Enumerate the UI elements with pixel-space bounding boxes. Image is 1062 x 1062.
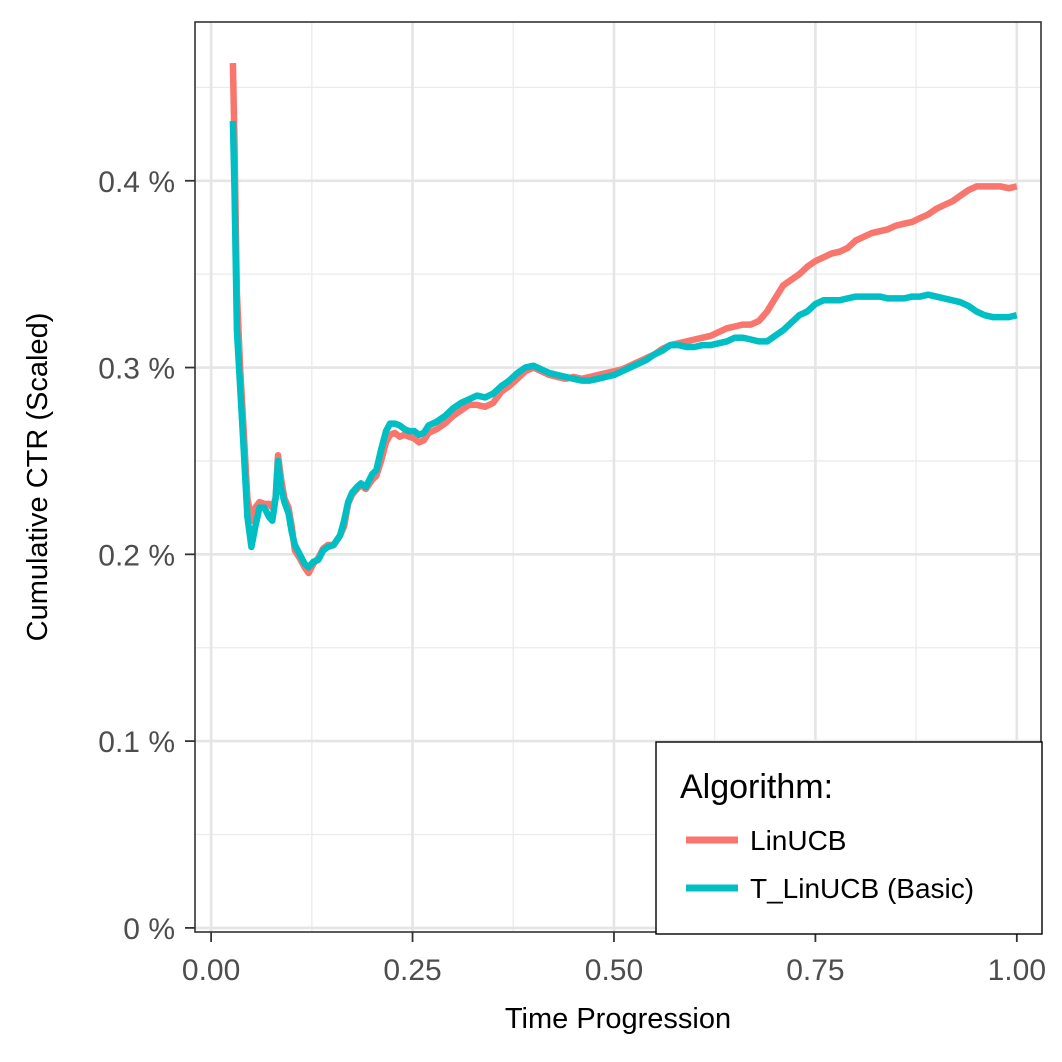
x-tick-label: 0.25 [383,954,441,987]
y-axis-title: Cumulative CTR (Scaled) [22,313,54,642]
series-layer [229,63,1018,577]
legend-label-linucb: LinUCB [750,825,846,856]
legend-title: Algorithm: [680,768,833,806]
panel-border [194,21,1042,933]
minor-gridlines [195,22,1041,932]
series-line-t-linucb-basic [229,120,1018,571]
x-tick-label: 0.00 [182,954,240,987]
legend: Algorithm: LinUCB T_LinUCB (Basic) [655,741,1043,935]
y-tick-label: 0 % [123,913,175,946]
x-tick-label: 0.50 [585,954,643,987]
y-tick-label: 0.3 % [98,353,175,386]
x-tick-label: 0.75 [786,954,844,987]
x-axis-title: Time Progression [505,1003,731,1035]
legend-label-t-linucb-basic: T_LinUCB (Basic) [750,873,974,904]
y-tick-label: 0.4 % [98,166,175,199]
y-tick-label: 0.1 % [98,726,175,759]
major-gridlines [195,22,1041,932]
x-tick-label: 1.00 [988,954,1046,987]
y-axis-ticks: 0 % 0.1 % 0.2 % 0.3 % 0.4 % [98,166,195,946]
y-tick-label: 0.2 % [98,539,175,572]
x-axis-ticks: 0.00 0.25 0.50 0.75 1.00 [182,932,1046,987]
